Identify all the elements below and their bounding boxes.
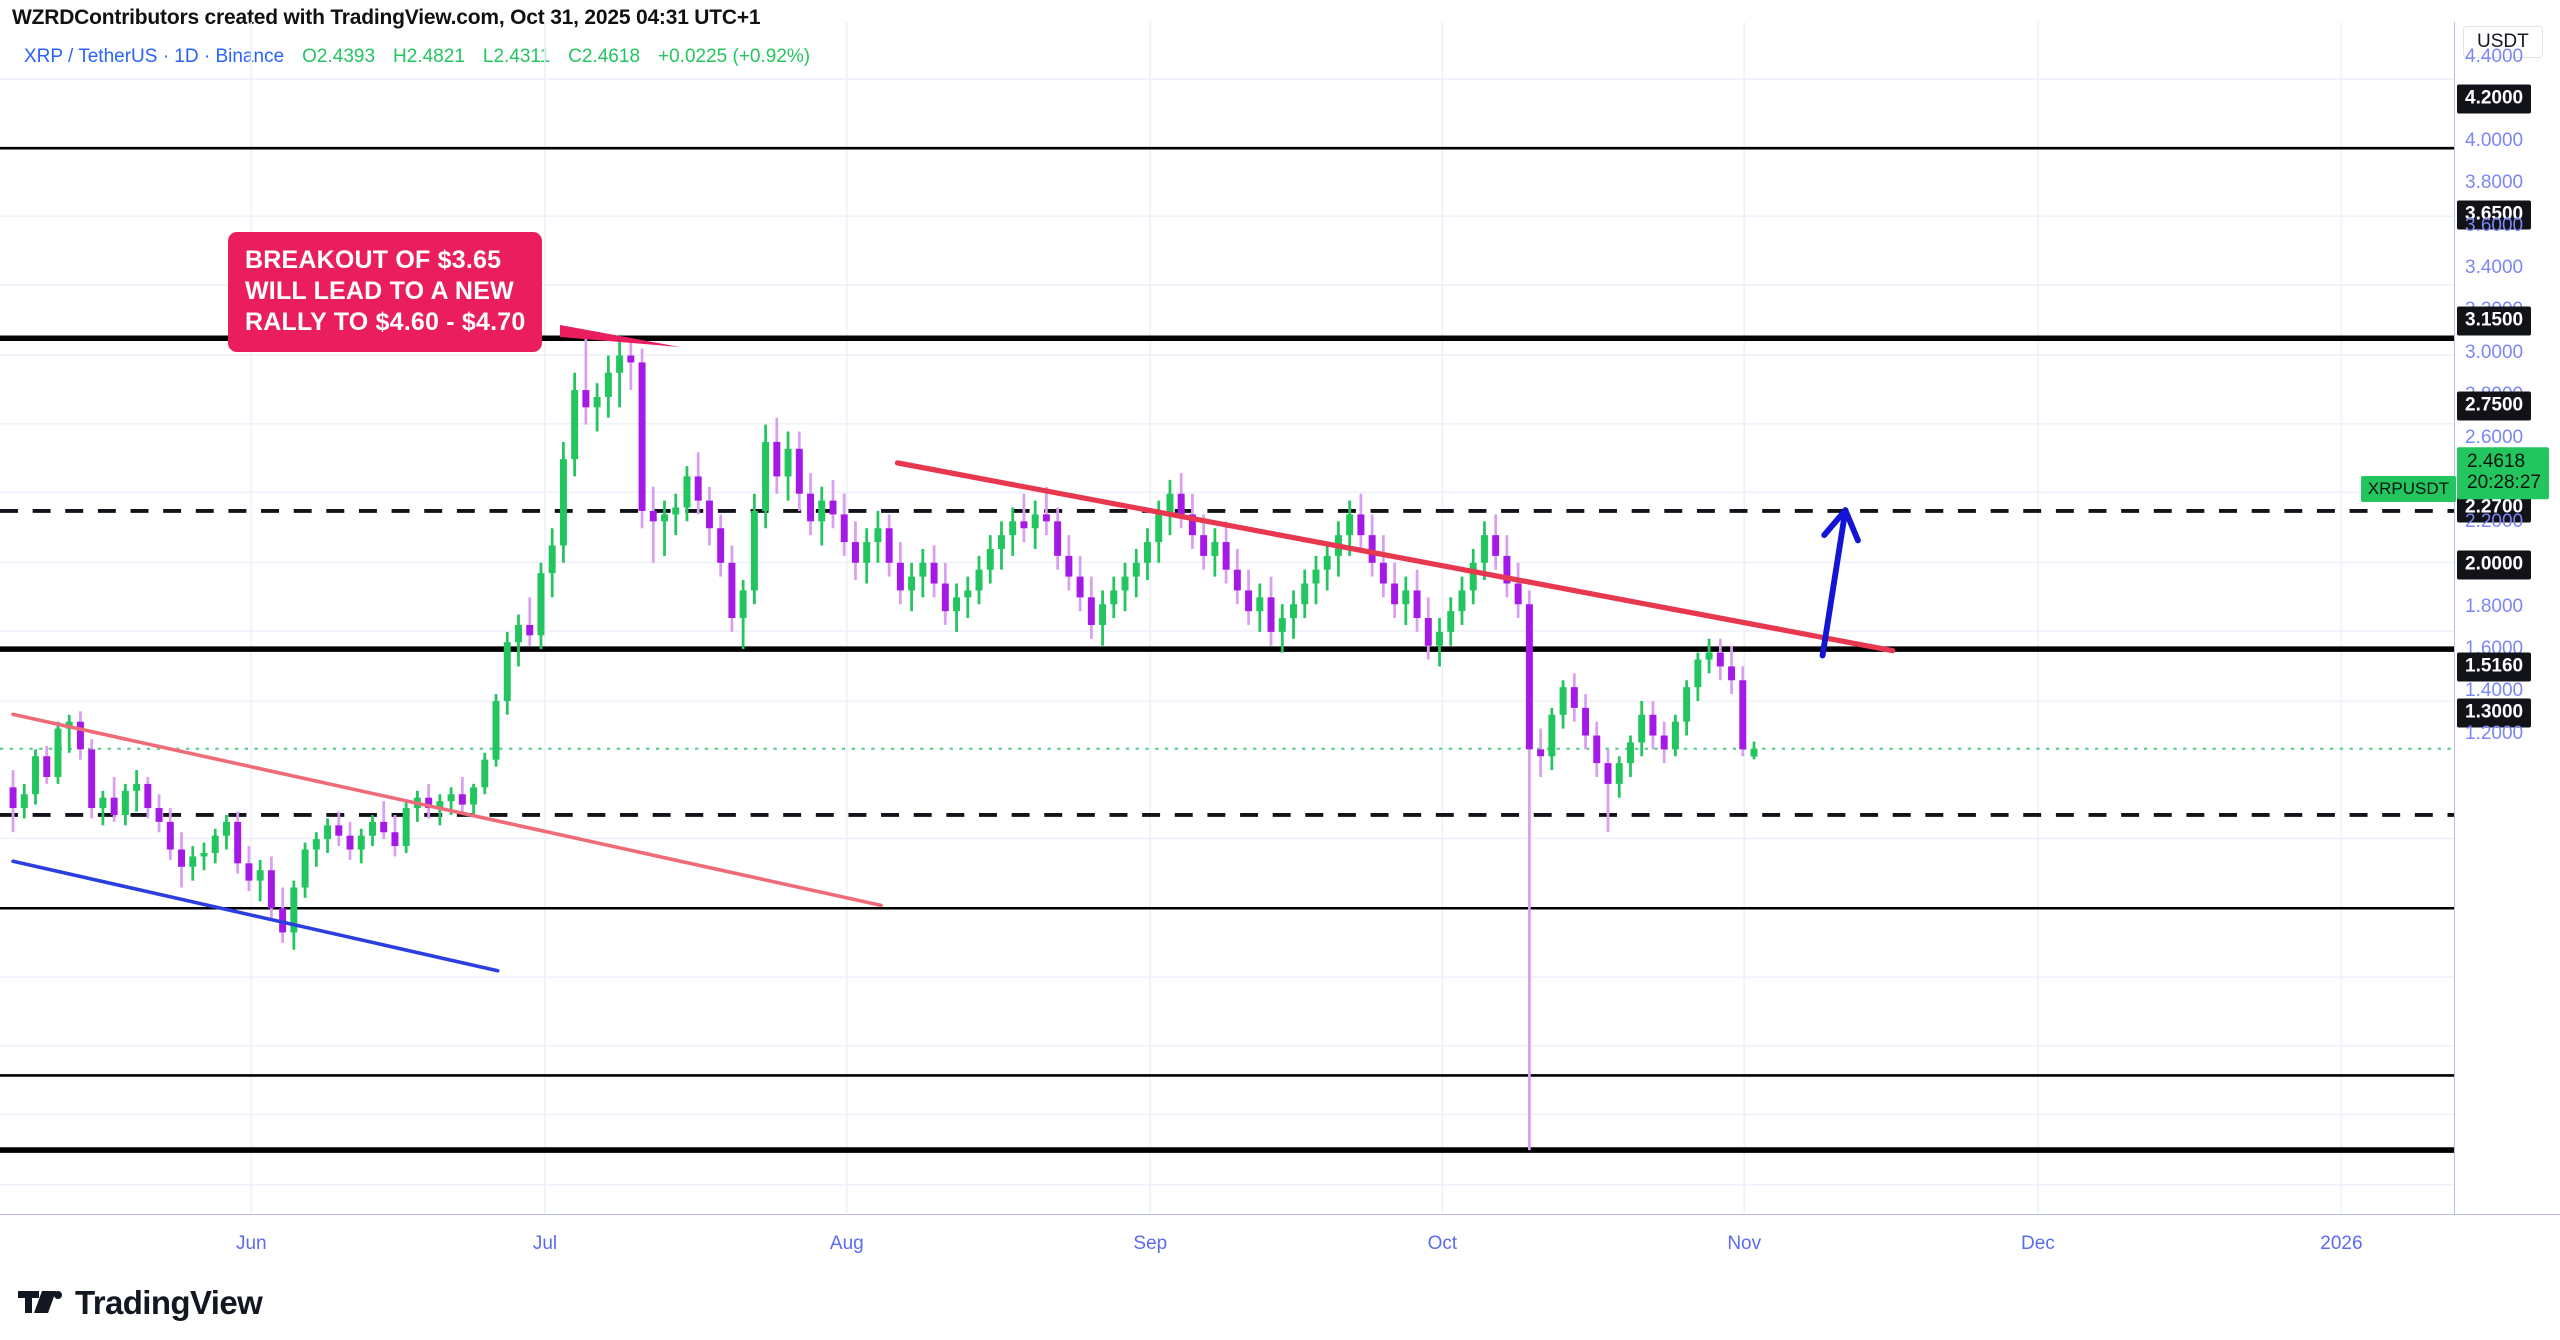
price-axis-tick: 4.0000 bbox=[2465, 130, 2524, 151]
tradingview-mark-icon bbox=[18, 1291, 62, 1313]
price-axis-tick: 2.2000 bbox=[2465, 511, 2524, 532]
time-axis-tick: Sep bbox=[1133, 1233, 1168, 1254]
tradingview-wordmark: TradingView bbox=[75, 1284, 263, 1321]
time-axis-tick: Oct bbox=[1427, 1233, 1458, 1254]
price-axis-tick: 3.0000 bbox=[2465, 342, 2524, 363]
time-axis-tick: Jul bbox=[532, 1233, 558, 1254]
price-level-label: 4.2000 bbox=[2457, 84, 2532, 114]
price-axis-tick: 2.6000 bbox=[2465, 427, 2524, 448]
legend-ohlc: O2.4393 H2.4821 L2.4311 C2.4618 bbox=[302, 46, 640, 68]
legend-open: O2.4393 bbox=[302, 46, 376, 67]
price-axis-tick: 1.8000 bbox=[2465, 596, 2524, 617]
price-level-label: 3.1500 bbox=[2457, 306, 2532, 336]
price-axis-tick: 1.4000 bbox=[2465, 680, 2524, 701]
live-countdown: 20:28:27 bbox=[2467, 472, 2541, 494]
symbol-price-tag: XRPUSDT bbox=[2360, 476, 2456, 503]
price-axis-unit: USDT bbox=[2463, 26, 2543, 58]
tradingview-logo: TradingView bbox=[18, 1284, 263, 1322]
price-axis-tick: 3.8000 bbox=[2465, 172, 2524, 193]
legend-close: C2.4618 bbox=[568, 46, 641, 67]
price-level-label: 2.0000 bbox=[2457, 550, 2532, 580]
price-level-label: 1.3000 bbox=[2457, 698, 2532, 728]
time-axis[interactable]: Jun Jul Aug Sep Oct Nov Dec 2026 bbox=[0, 1214, 2560, 1340]
time-axis-tick: Dec bbox=[2021, 1233, 2055, 1254]
legend-low: L2.4311 bbox=[482, 46, 551, 67]
price-axis[interactable]: USDT 4.4000 4.2000 4.0000 3.8000 3.6500 3.600… bbox=[2454, 22, 2560, 1214]
legend-change: +0.0225 (+0.92%) bbox=[658, 46, 811, 67]
price-level-label: 2.7500 bbox=[2457, 391, 2532, 421]
legend-symbol[interactable]: XRP / TetherUS · 1D · Binance bbox=[24, 46, 285, 67]
time-axis-tick: Jun bbox=[235, 1233, 267, 1254]
attribution-text: WZRDContributors created with TradingVie… bbox=[12, 6, 761, 29]
drawings-layer bbox=[11, 460, 1896, 973]
breakout-annotation-callout: BREAKOUT OF $3.65 WILL LEAD TO A NEW RAL… bbox=[228, 232, 543, 353]
time-axis-tick: Nov bbox=[1727, 1233, 1762, 1254]
chart-legend: XRP / TetherUS · 1D · Binance O2.4393 H2… bbox=[24, 46, 810, 68]
time-axis-tick: 2026 bbox=[2320, 1233, 2363, 1254]
live-price-value: 2.4618 bbox=[2467, 451, 2526, 473]
price-axis-tick: 1.2000 bbox=[2465, 723, 2524, 744]
chart-plot-area[interactable] bbox=[0, 22, 2454, 1214]
price-axis-tick: 3.6000 bbox=[2465, 215, 2524, 236]
time-axis-tick: Aug bbox=[829, 1233, 864, 1254]
legend-high: H2.4821 bbox=[393, 46, 465, 67]
price-axis-tick: 3.4000 bbox=[2465, 257, 2524, 278]
candlestick-layer bbox=[9, 334, 1758, 1151]
price-axis-tick: 4.4000 bbox=[2465, 46, 2524, 67]
live-price-badge[interactable]: 2.4618 20:28:27 bbox=[2457, 447, 2549, 499]
price-level-label: 1.5160 bbox=[2457, 652, 2532, 682]
price-level-label: 3.6500 bbox=[2457, 200, 2532, 230]
